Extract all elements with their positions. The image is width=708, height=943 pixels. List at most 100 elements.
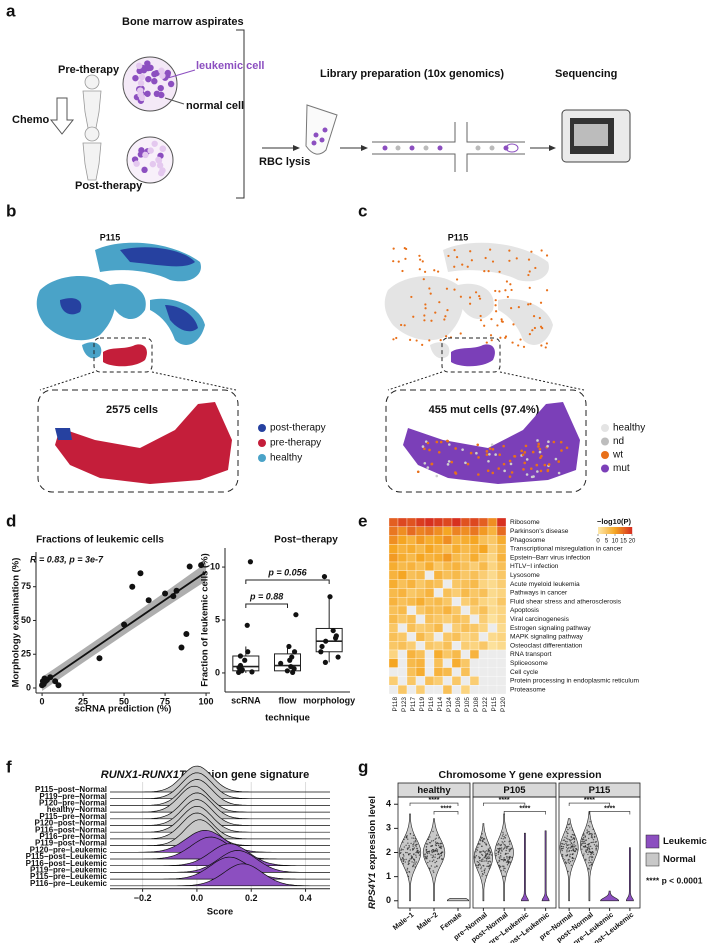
heat-cell [388, 632, 399, 642]
cell-dot [582, 842, 584, 845]
cell-dot [497, 853, 500, 855]
heat-cell [424, 685, 435, 695]
cell-dot [565, 446, 569, 450]
heat-cell [460, 685, 471, 695]
cell-dot [432, 839, 435, 842]
cell-dot [478, 843, 480, 845]
cell-dot [392, 260, 395, 263]
cell-dot [483, 872, 486, 874]
cell-dot [447, 254, 450, 258]
cell-dot [481, 859, 483, 861]
cell-dot [590, 836, 593, 838]
cell-dot [539, 301, 543, 304]
cell-dot [418, 254, 421, 257]
heat-cell [406, 676, 417, 686]
cell-dot [133, 160, 140, 167]
heat-cell [433, 658, 444, 668]
heat-cell [442, 579, 453, 589]
panel-label: a [6, 1, 16, 20]
cell-dot [399, 852, 402, 855]
cell-dot [567, 844, 570, 846]
heat-cell [433, 623, 444, 633]
cell-dot [562, 847, 564, 850]
cell-dot [586, 829, 588, 831]
cell-dot [479, 839, 482, 841]
cell-dot [505, 846, 507, 848]
cell-dot [535, 463, 539, 467]
legend-gradient [627, 527, 629, 534]
cell-dot [408, 844, 410, 847]
legend-gradient [604, 527, 606, 534]
cell-dot [566, 835, 569, 837]
cell-dot [474, 857, 476, 859]
cell-dot [538, 447, 542, 451]
cell-dot [404, 861, 406, 863]
cell-dot [588, 857, 590, 859]
cell-dot [455, 256, 459, 259]
cell-dot [159, 145, 167, 152]
legend-gradient [613, 527, 615, 534]
arrow-head [549, 145, 556, 151]
point [242, 657, 248, 663]
cell-dot [490, 318, 493, 321]
cell-dot [428, 339, 431, 342]
heat-cell [451, 632, 462, 642]
heat-cell [406, 579, 417, 589]
point [327, 594, 333, 600]
cell-dot [568, 847, 570, 849]
cell-dot [437, 842, 440, 845]
cell-dot [509, 848, 512, 850]
cell-dot [477, 473, 480, 476]
cell-dot [566, 851, 568, 853]
heat-cell [460, 579, 471, 589]
cell-cloud [384, 275, 464, 341]
cell-dot [533, 326, 537, 330]
cell-dot [426, 856, 428, 858]
violin [520, 832, 529, 902]
heat-cell [424, 570, 435, 580]
ridge [110, 863, 330, 887]
cell-dot [418, 854, 421, 856]
heat-cell [388, 614, 399, 624]
cell-dot [561, 855, 564, 857]
cell-dot [147, 147, 154, 154]
ridge [110, 799, 330, 826]
heat-cell [397, 588, 408, 598]
cell-dot [409, 858, 411, 860]
cell-dot [435, 474, 439, 478]
heat-cell [433, 561, 444, 571]
row-label: Ribosome [510, 519, 540, 526]
cell-dot [566, 841, 568, 843]
zoom-box [441, 337, 501, 373]
cell-dot [497, 467, 501, 470]
cell-dot [532, 314, 536, 318]
heat-cell [496, 588, 507, 598]
cell-dot [498, 856, 501, 858]
cell-dot [585, 851, 588, 854]
heat-cell [433, 517, 444, 527]
cell-dot [406, 867, 409, 870]
cell-dot [527, 258, 531, 261]
cell-dot [592, 828, 594, 831]
cell-dot [435, 848, 438, 850]
legend-gradient [617, 527, 619, 534]
heat-cell [487, 526, 498, 536]
cell-dot [509, 843, 511, 845]
bracket [503, 811, 546, 815]
cell-dot [503, 835, 505, 838]
cell-dot [475, 848, 478, 850]
cell-dot [508, 475, 512, 478]
cell-dot [587, 830, 589, 833]
cell-dot [433, 859, 435, 861]
cell-dot [498, 453, 502, 457]
cell-dot [322, 127, 328, 133]
box [315, 627, 343, 653]
cell-dot [589, 845, 592, 848]
x-tick-label: 25 [78, 696, 88, 706]
heat-cell [424, 649, 435, 659]
cell-dot [453, 265, 456, 268]
heat-cell [469, 588, 480, 598]
cell-dot [565, 862, 567, 865]
legend-gradient [610, 527, 612, 534]
cell-dot [425, 846, 428, 848]
